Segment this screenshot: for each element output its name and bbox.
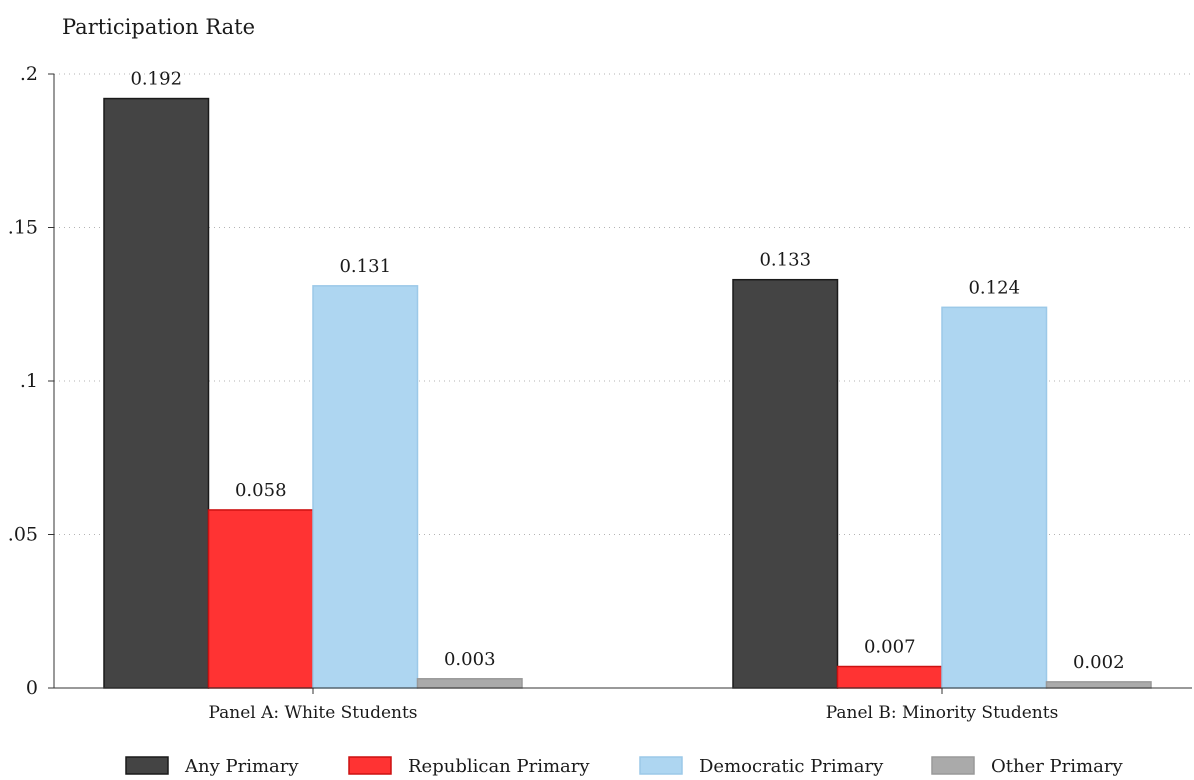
data-label: 0.133 bbox=[759, 250, 811, 271]
bar-other-primary bbox=[416, 678, 523, 689]
legend-swatch bbox=[348, 756, 392, 775]
bar-republican-primary bbox=[207, 509, 314, 689]
legend-label: Republican Primary bbox=[408, 756, 590, 777]
legend-swatch bbox=[931, 756, 975, 775]
legend: Any Primary Republican Primary Democratic … bbox=[125, 756, 1123, 777]
bar-democratic-primary bbox=[941, 306, 1048, 689]
bars: 0.192 0.058 0.131 0.003 0.133 0.007 0.124 0.002 bbox=[103, 69, 1152, 689]
legend-label: Other Primary bbox=[991, 756, 1123, 777]
bar-any-primary bbox=[103, 97, 210, 689]
data-label: 0.124 bbox=[968, 277, 1020, 298]
legend-label: Democratic Primary bbox=[699, 756, 884, 777]
data-label: 0.007 bbox=[864, 637, 916, 658]
y-tick-label: .1 bbox=[20, 370, 38, 392]
legend-swatch bbox=[125, 756, 169, 775]
x-tick-label: Panel B: Minority Students bbox=[826, 703, 1059, 723]
data-label: 0.192 bbox=[130, 69, 182, 90]
data-label: 0.058 bbox=[235, 480, 287, 501]
y-tick-label: .05 bbox=[8, 524, 38, 546]
bar-any-primary bbox=[732, 278, 839, 689]
y-axis-label: Participation Rate bbox=[62, 15, 255, 39]
data-label: 0.002 bbox=[1073, 652, 1125, 673]
x-axis-ticks: Panel A: White Students Panel B: Minority… bbox=[208, 688, 1058, 723]
y-tick-label: 0 bbox=[26, 677, 38, 699]
bar-republican-primary bbox=[836, 665, 943, 689]
data-label: 0.003 bbox=[444, 649, 496, 670]
y-tick-label: .2 bbox=[20, 63, 38, 85]
y-tick-label: .15 bbox=[8, 217, 38, 239]
bar-other-primary bbox=[1045, 681, 1152, 689]
legend-label: Any Primary bbox=[184, 756, 299, 777]
data-label: 0.131 bbox=[339, 256, 391, 277]
bar-democratic-primary bbox=[312, 285, 419, 689]
legend-swatch bbox=[639, 756, 683, 775]
y-axis-ticks: 0 .05 .1 .15 .2 bbox=[8, 63, 54, 699]
x-tick-label: Panel A: White Students bbox=[208, 703, 417, 723]
